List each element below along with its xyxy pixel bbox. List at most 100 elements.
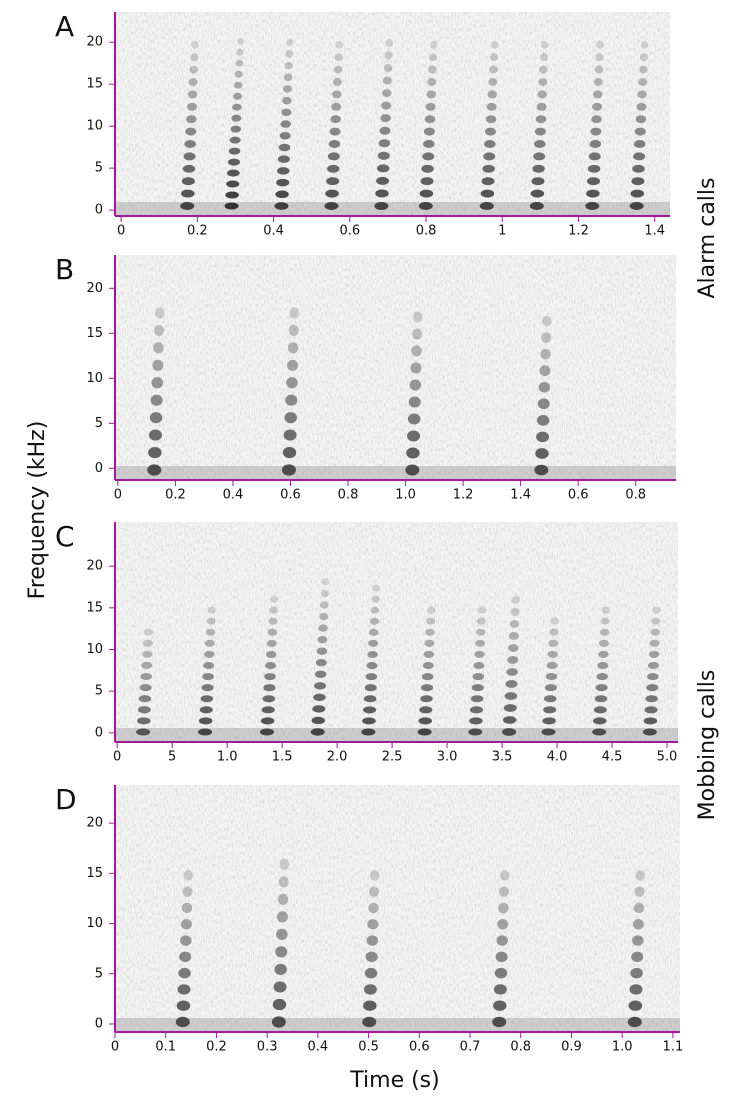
call-harmonic — [321, 578, 330, 586]
call-harmonic — [486, 102, 497, 111]
call-harmonic — [546, 661, 558, 670]
call-harmonic — [207, 606, 216, 614]
call-harmonic — [181, 189, 195, 198]
call-harmonic — [496, 935, 508, 946]
call-harmonic — [233, 92, 243, 100]
call-harmonic — [179, 951, 192, 963]
x-tick-label: 2.5 — [382, 750, 403, 765]
call-harmonic — [593, 78, 603, 86]
call-harmonic — [137, 717, 151, 725]
call-harmonic — [544, 684, 557, 692]
call-harmonic — [154, 307, 165, 319]
call-harmonic — [363, 1000, 377, 1011]
call-harmonic — [260, 717, 275, 725]
call-harmonic — [383, 63, 393, 73]
call-harmonic — [594, 695, 608, 703]
call-harmonic — [633, 152, 646, 161]
x-tick-label: 5.0 — [657, 750, 678, 765]
call-harmonic — [593, 717, 607, 725]
call-harmonic — [499, 886, 509, 897]
group-label: Mobbing calls — [695, 670, 720, 821]
call-harmonic — [327, 164, 340, 173]
call-harmonic — [472, 673, 485, 681]
call-harmonic — [421, 684, 434, 692]
call-harmonic — [374, 201, 389, 211]
call-harmonic — [141, 661, 153, 669]
call-harmonic — [274, 202, 289, 210]
call-harmonic — [601, 606, 611, 614]
call-harmonic — [369, 617, 379, 625]
call-harmonic — [590, 127, 602, 136]
call-harmonic — [279, 858, 289, 870]
x-tick-label: 0.8 — [510, 1040, 531, 1055]
call-harmonic — [417, 728, 432, 736]
call-harmonic — [427, 606, 436, 614]
call-harmonic — [191, 40, 199, 49]
call-harmonic — [547, 650, 558, 658]
spectrogram-noise — [115, 522, 678, 742]
spectrogram-panel — [115, 12, 670, 216]
call-harmonic — [285, 50, 294, 58]
panel-label: C — [55, 520, 75, 553]
call-harmonic — [543, 706, 557, 714]
x-tick-label: 0.8 — [625, 488, 646, 503]
call-harmonic — [369, 628, 379, 636]
call-harmonic — [631, 951, 644, 963]
call-harmonic — [426, 90, 436, 99]
call-harmonic — [199, 706, 213, 714]
panel-label: D — [55, 783, 77, 816]
call-harmonic — [275, 190, 289, 199]
call-harmonic — [180, 919, 192, 930]
x-tick-label: 1.0 — [612, 1040, 633, 1055]
call-harmonic — [480, 189, 495, 198]
call-harmonic — [425, 628, 435, 636]
x-tick-label: 0.1 — [155, 1040, 176, 1055]
call-harmonic — [376, 164, 390, 173]
call-harmonic — [424, 115, 436, 124]
call-harmonic — [473, 661, 485, 670]
call-harmonic — [647, 673, 659, 681]
call-harmonic — [280, 120, 291, 128]
call-harmonic — [183, 870, 193, 881]
call-harmonic — [544, 695, 557, 703]
call-harmonic — [504, 692, 518, 700]
call-harmonic — [268, 617, 278, 625]
call-harmonic — [202, 673, 214, 681]
x-tick-label: 1.1 — [663, 1040, 684, 1055]
call-harmonic — [418, 717, 432, 725]
call-harmonic — [282, 96, 292, 105]
call-harmonic — [487, 90, 497, 99]
spectrogram-panel — [115, 785, 680, 1032]
call-harmonic — [539, 365, 551, 376]
call-harmonic — [278, 876, 289, 888]
x-tick-label: 0.6 — [409, 1040, 430, 1055]
call-harmonic — [549, 628, 559, 636]
call-harmonic — [224, 202, 239, 210]
call-harmonic — [627, 1016, 642, 1028]
call-harmonic — [503, 704, 517, 712]
x-tick-label: 2.0 — [327, 750, 348, 765]
call-harmonic — [274, 963, 287, 976]
call-harmonic — [380, 114, 391, 123]
call-harmonic — [285, 394, 298, 406]
call-harmonic — [203, 661, 215, 670]
call-harmonic — [314, 682, 327, 690]
call-harmonic — [634, 127, 646, 136]
call-harmonic — [423, 140, 435, 148]
call-harmonic — [325, 189, 339, 198]
call-harmonic — [531, 177, 545, 186]
call-harmonic — [538, 78, 548, 86]
call-harmonic — [493, 1000, 507, 1011]
call-harmonic — [631, 177, 645, 186]
call-harmonic — [535, 115, 547, 124]
x-tick-label: 0.6 — [280, 488, 301, 503]
call-harmonic — [477, 606, 487, 614]
call-harmonic — [234, 70, 243, 78]
call-harmonic — [205, 628, 216, 636]
call-harmonic — [510, 608, 520, 616]
call-harmonic — [541, 332, 552, 343]
call-harmonic — [153, 342, 164, 354]
call-harmonic — [204, 639, 215, 647]
low-frequency-band — [115, 728, 678, 742]
call-harmonic — [423, 127, 435, 136]
